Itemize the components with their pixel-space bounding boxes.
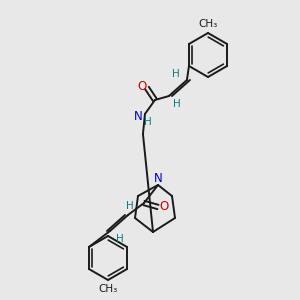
Text: CH₃: CH₃ xyxy=(98,284,118,294)
Text: N: N xyxy=(154,172,162,184)
Text: O: O xyxy=(137,80,147,92)
Text: H: H xyxy=(116,234,124,244)
Text: H: H xyxy=(126,201,134,211)
Text: H: H xyxy=(144,117,152,127)
Text: O: O xyxy=(159,200,169,214)
Text: H: H xyxy=(173,99,181,109)
Text: N: N xyxy=(134,110,142,122)
Text: H: H xyxy=(172,69,180,79)
Text: CH₃: CH₃ xyxy=(198,19,218,29)
